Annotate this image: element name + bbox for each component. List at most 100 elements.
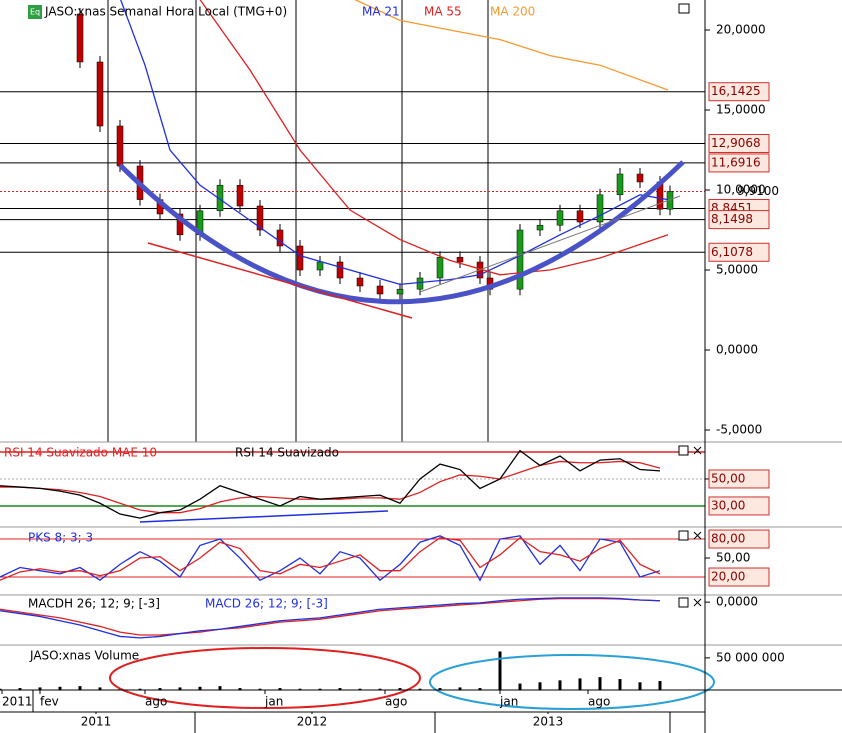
volume-bar — [338, 688, 342, 690]
y-tick-label: 15,0000 — [716, 103, 766, 117]
volume-bar — [378, 688, 382, 690]
series-line — [199, 0, 669, 276]
rsi-trend-line — [139, 510, 389, 523]
candle — [636, 173, 644, 183]
volume-bar — [538, 682, 542, 690]
last-price-label: 9,9100 — [737, 184, 779, 198]
grid-vertical — [107, 0, 489, 442]
x-tick-label: jan — [264, 695, 283, 709]
candle — [336, 261, 344, 279]
candle — [236, 184, 244, 207]
panel-title: PKS 8; 3; 3 — [28, 531, 93, 545]
candle — [216, 184, 224, 212]
level-label-box — [708, 210, 770, 230]
level-label-box — [708, 242, 770, 262]
y-tick-label: 50 000 000 — [716, 650, 785, 664]
volume-bar — [0, 688, 2, 690]
volume-bar — [618, 679, 622, 690]
volume-bar — [258, 688, 262, 690]
chart-title: JASO:xnas Semanal Hora Local (TMG+0) — [44, 5, 287, 19]
candle — [356, 277, 364, 287]
x-year-label: 2013 — [533, 715, 564, 729]
level-label-box — [708, 153, 770, 173]
volume-bar — [298, 688, 302, 690]
level-label: 11,6916 — [711, 155, 761, 169]
plots — [0, 0, 705, 690]
x-tick-label: jan — [499, 695, 518, 709]
volume-bar — [578, 678, 582, 690]
volume-bar — [358, 688, 362, 690]
series-line — [0, 460, 661, 514]
badge — [28, 5, 42, 19]
x-tick-label: ago — [145, 695, 167, 709]
candle — [556, 210, 564, 226]
level-label: 6,1078 — [711, 245, 753, 259]
series-line — [0, 597, 661, 636]
candle — [456, 256, 464, 263]
volume-bar — [58, 686, 62, 690]
candle — [616, 173, 624, 196]
level-label-box — [708, 567, 770, 587]
annotations — [109, 160, 715, 710]
level-label: 50,00 — [711, 471, 745, 485]
volume-bar — [518, 683, 522, 690]
series-line — [0, 449, 661, 519]
legend-entry: MA 21 — [362, 5, 400, 19]
y-tick-label: 0,0000 — [716, 343, 758, 357]
candle — [276, 229, 284, 247]
volume-bar — [198, 686, 202, 690]
x-tick-label: fev — [40, 695, 59, 709]
volume-bar — [318, 688, 322, 690]
level-label-box — [708, 469, 770, 489]
trend-line — [147, 242, 413, 319]
x-tick-label: ago — [385, 695, 407, 709]
candle — [536, 224, 544, 231]
x-year-label: 2011 — [81, 715, 112, 729]
series-line — [354, 0, 669, 91]
candle — [176, 213, 184, 236]
y-tick-label: 10,0000 — [716, 183, 766, 197]
level-label-box — [708, 82, 770, 102]
volume-bar — [78, 686, 82, 690]
volume-bar — [558, 680, 562, 690]
y-tick-label: 50,00 — [716, 551, 750, 565]
volume-bar — [158, 688, 162, 690]
volume-bar — [18, 688, 22, 690]
panel-title: MACDH 26; 12; 9; [-3] — [28, 597, 160, 611]
candle — [96, 61, 104, 127]
volume-bar — [38, 687, 42, 690]
cup-curve — [118, 160, 685, 305]
panel-buttons[interactable] — [678, 3, 702, 608]
y-tick-label: 0,0000 — [716, 595, 758, 609]
panel-title: RSI 14 Suavizado — [235, 446, 339, 460]
y-tick-label: 20,0000 — [716, 23, 766, 37]
candle — [256, 205, 264, 231]
candle — [436, 256, 444, 279]
volume-bar — [138, 688, 142, 690]
candle — [316, 261, 324, 271]
level-label: 8,1498 — [711, 212, 753, 226]
level-label: 80,00 — [711, 532, 745, 546]
volume-bar — [98, 687, 102, 690]
badge-text: Eq — [30, 8, 40, 17]
volume-bar — [658, 681, 662, 690]
volume-bar — [418, 688, 422, 690]
legend-entry: MA 200 — [490, 5, 535, 19]
y-tick-label: 5,0000 — [716, 263, 758, 277]
panel-title: RSI 14 Suavizado MAE 10 — [4, 446, 157, 460]
candle — [116, 125, 124, 167]
series-line — [0, 597, 661, 639]
panel-title: MACD 26; 12; 9; [-3] — [205, 597, 328, 611]
volume-bar — [278, 688, 282, 690]
candle — [416, 277, 424, 290]
candle — [376, 285, 384, 295]
candle — [396, 288, 404, 295]
panel-title: JASO:xnas Volume — [29, 649, 139, 663]
candle — [516, 229, 524, 290]
x-tick-label: ago — [588, 695, 610, 709]
level-label-box — [708, 529, 770, 549]
legend-entry: MA 55 — [424, 5, 462, 19]
